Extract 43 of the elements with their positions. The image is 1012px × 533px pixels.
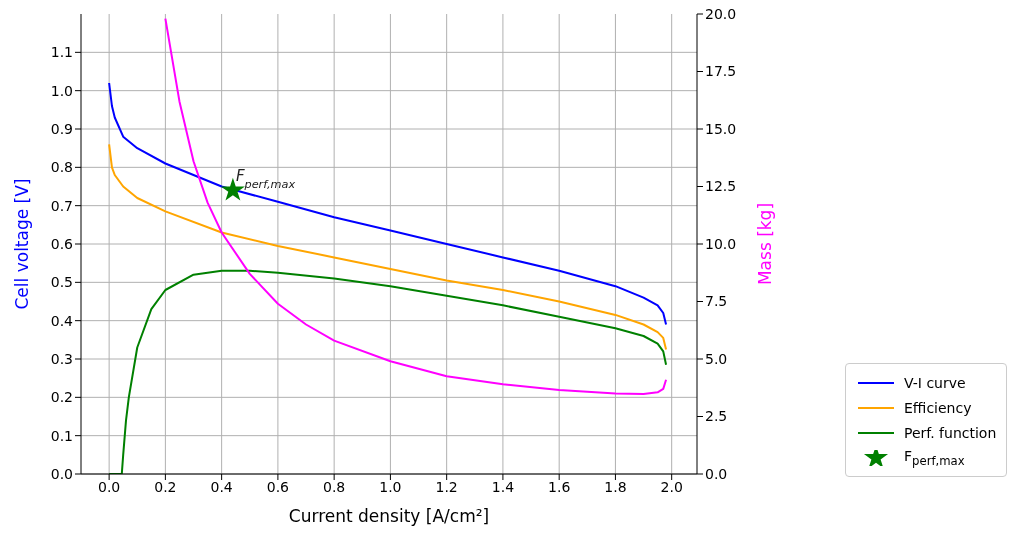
line-series — [108, 143, 668, 351]
y2-tick-label: 15.0 — [705, 120, 737, 137]
legend-label: F$_{perf,max}$ — [904, 447, 965, 468]
y2-tick-label: 7.5 — [705, 293, 728, 310]
legend-label: Efficiency — [904, 399, 972, 416]
x-tick-label: 0.4 — [210, 478, 233, 495]
y-tick-label: 0.0 — [50, 465, 73, 482]
x-tick-label: 1.2 — [435, 478, 458, 495]
legend-label: Perf. function — [904, 424, 997, 441]
y-tick-label: 0.2 — [50, 389, 73, 406]
y2-tick-label: 20.0 — [705, 5, 737, 22]
y-tick-label: 0.3 — [50, 350, 73, 367]
y2-tick-label: 5.0 — [705, 350, 728, 367]
y-axis-title: Cell voltage [V] — [12, 178, 33, 310]
y-tick-label: 0.8 — [50, 159, 73, 176]
y2-tick-label: 0.0 — [705, 465, 728, 482]
y-tick-label: 1.1 — [50, 44, 73, 61]
annotation: F$_{perf,max}$ — [235, 167, 296, 191]
x-tick-label: 1.6 — [548, 478, 571, 495]
x-tick-label: 1.0 — [379, 478, 402, 495]
line-series — [164, 17, 668, 395]
y2-tick-label: 10.0 — [705, 235, 737, 252]
x-tick-label: 2.0 — [660, 478, 683, 495]
x-tick-label: 0.0 — [98, 478, 121, 495]
y-tick-label: 0.5 — [50, 274, 73, 291]
y-tick-label: 0.7 — [50, 197, 73, 214]
y2-tick-label: 12.5 — [705, 178, 737, 195]
y-tick-label: 0.1 — [50, 427, 73, 444]
x-axis-title: Current density [A/cm²] — [288, 506, 490, 526]
x-tick-label: 0.2 — [154, 478, 177, 495]
y2-axis-title: Mass [kg] — [755, 202, 776, 286]
y-tick-label: 0.6 — [50, 235, 74, 252]
y2-tick-label: 17.5 — [705, 63, 737, 80]
x-tick-label: 1.4 — [491, 478, 515, 495]
x-tick-label: 0.8 — [323, 478, 346, 495]
y-tick-label: 0.9 — [50, 120, 73, 137]
y-tick-label: 0.4 — [50, 312, 74, 329]
legend-label: V-I curve — [904, 374, 966, 391]
x-tick-label: 1.8 — [604, 478, 627, 495]
y-tick-label: 1.0 — [50, 82, 73, 99]
line-series — [108, 82, 668, 326]
x-tick-label: 0.6 — [266, 478, 290, 495]
y2-tick-label: 2.5 — [705, 408, 728, 425]
